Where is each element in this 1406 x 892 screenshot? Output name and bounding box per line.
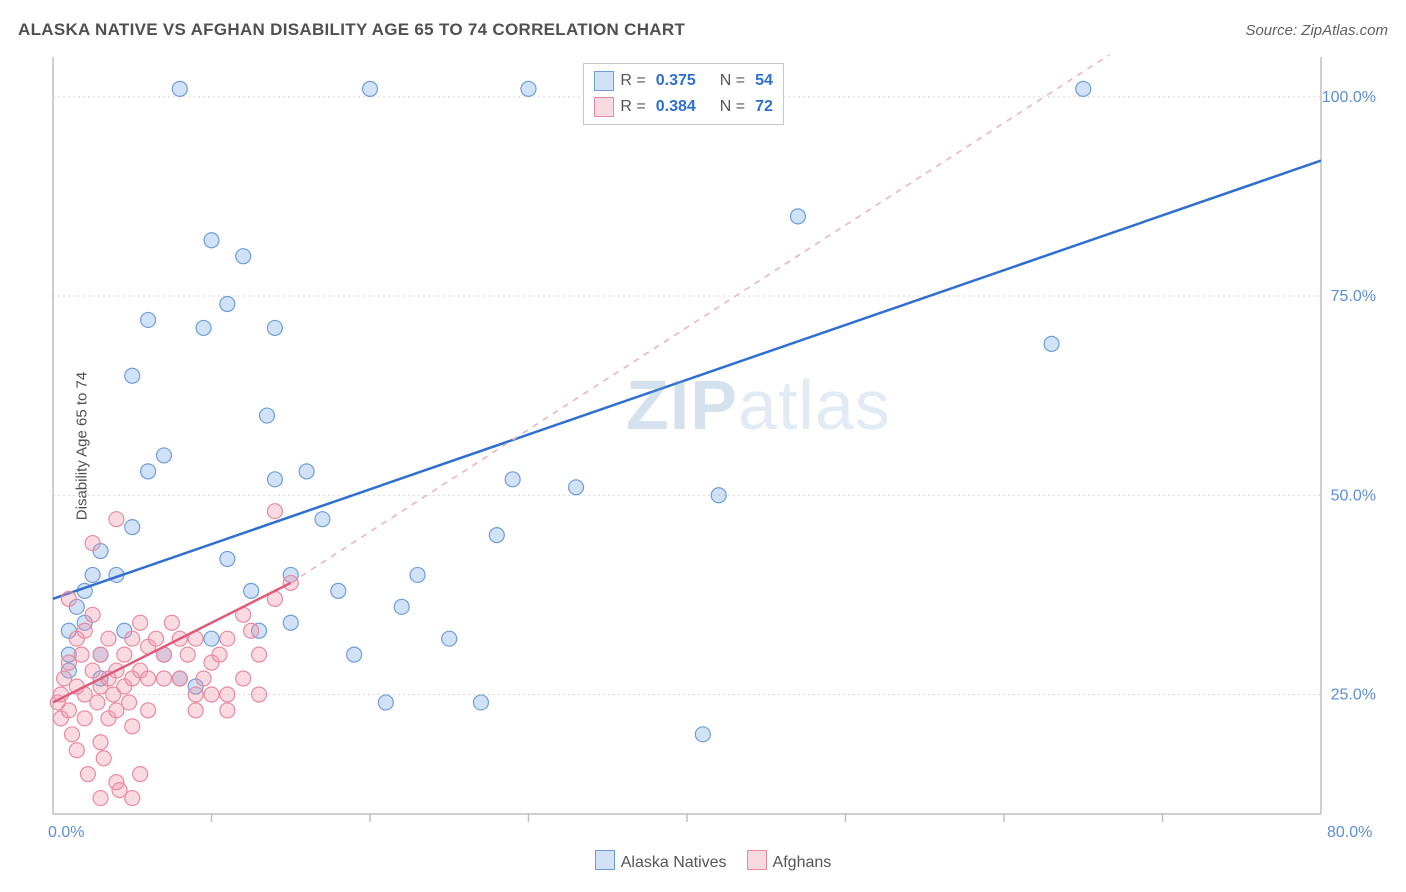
legend-swatch bbox=[595, 850, 615, 870]
legend-r-value: 0.384 bbox=[656, 94, 696, 120]
legend-row: R = 0.375 N = 54 bbox=[594, 68, 773, 94]
legend-row: R = 0.384 N = 72 bbox=[594, 94, 773, 120]
legend-swatch bbox=[747, 850, 767, 870]
legend-series: Alaska Natives Afghans bbox=[0, 850, 1406, 872]
svg-text:25.0%: 25.0% bbox=[1331, 686, 1376, 703]
title-bar: ALASKA NATIVE VS AFGHAN DISABILITY AGE 6… bbox=[18, 20, 1388, 40]
legend-r-label: R = bbox=[620, 94, 645, 120]
legend-swatch bbox=[594, 97, 614, 117]
legend-n-value: 72 bbox=[755, 94, 773, 120]
legend-correlation: R = 0.375 N = 54 R = 0.384 N = 72 bbox=[583, 63, 784, 125]
legend-series-label: Afghans bbox=[773, 854, 832, 871]
svg-text:100.0%: 100.0% bbox=[1322, 89, 1376, 106]
legend-r-label: R = bbox=[620, 68, 645, 94]
source-label: Source: ZipAtlas.com bbox=[1245, 22, 1388, 39]
svg-text:50.0%: 50.0% bbox=[1331, 487, 1376, 504]
legend-r-value: 0.375 bbox=[656, 68, 696, 94]
legend-n-label: N = bbox=[720, 94, 745, 120]
chart-title: ALASKA NATIVE VS AFGHAN DISABILITY AGE 6… bbox=[18, 20, 685, 40]
chart-area: 25.0%50.0%75.0%100.0% ZIPatlas R =0.375N… bbox=[45, 55, 1391, 832]
x-tick-label: 0.0% bbox=[48, 824, 84, 842]
svg-text:75.0%: 75.0% bbox=[1331, 288, 1376, 305]
legend-swatch bbox=[594, 71, 614, 91]
legend-n-label: N = bbox=[720, 68, 745, 94]
legend-series-label: Alaska Natives bbox=[621, 854, 727, 871]
scatter-plot: 25.0% 50.0% 75.0% 100.0% bbox=[45, 55, 1391, 832]
x-tick-label: 80.0% bbox=[1327, 824, 1372, 842]
legend-n-value: 54 bbox=[755, 68, 773, 94]
